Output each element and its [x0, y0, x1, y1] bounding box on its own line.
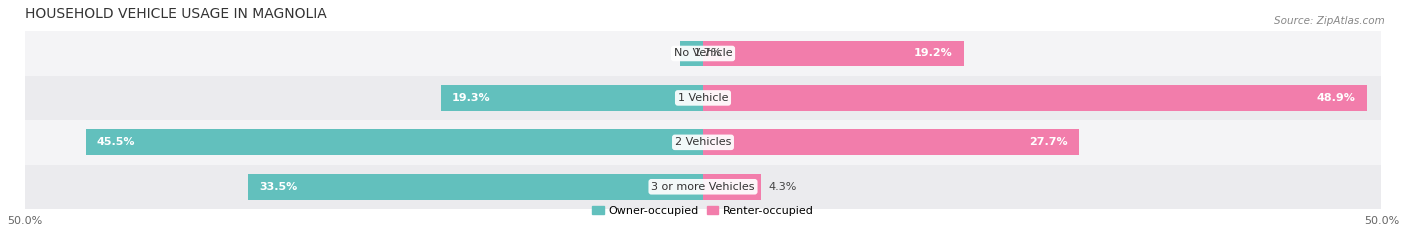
- Text: 1 Vehicle: 1 Vehicle: [678, 93, 728, 103]
- Text: No Vehicle: No Vehicle: [673, 48, 733, 58]
- Bar: [703, 130, 1078, 155]
- Text: 2 Vehicles: 2 Vehicles: [675, 137, 731, 147]
- Text: 33.5%: 33.5%: [259, 182, 298, 192]
- Text: 4.3%: 4.3%: [768, 182, 797, 192]
- Text: 45.5%: 45.5%: [97, 137, 135, 147]
- Text: 1.7%: 1.7%: [693, 48, 721, 58]
- Bar: [24, 164, 1382, 209]
- Text: 19.2%: 19.2%: [914, 48, 953, 58]
- Bar: [24, 76, 1382, 120]
- Text: HOUSEHOLD VEHICLE USAGE IN MAGNOLIA: HOUSEHOLD VEHICLE USAGE IN MAGNOLIA: [24, 7, 326, 21]
- Text: 27.7%: 27.7%: [1029, 137, 1069, 147]
- Bar: [249, 174, 703, 200]
- Bar: [441, 85, 703, 111]
- Bar: [703, 174, 761, 200]
- Bar: [24, 31, 1382, 76]
- Bar: [24, 120, 1382, 164]
- Text: 19.3%: 19.3%: [451, 93, 491, 103]
- Legend: Owner-occupied, Renter-occupied: Owner-occupied, Renter-occupied: [588, 201, 818, 220]
- Text: 48.9%: 48.9%: [1317, 93, 1355, 103]
- Bar: [86, 130, 703, 155]
- Text: Source: ZipAtlas.com: Source: ZipAtlas.com: [1274, 16, 1385, 26]
- Bar: [681, 41, 703, 66]
- Bar: [703, 85, 1367, 111]
- Text: 3 or more Vehicles: 3 or more Vehicles: [651, 182, 755, 192]
- Bar: [703, 41, 963, 66]
